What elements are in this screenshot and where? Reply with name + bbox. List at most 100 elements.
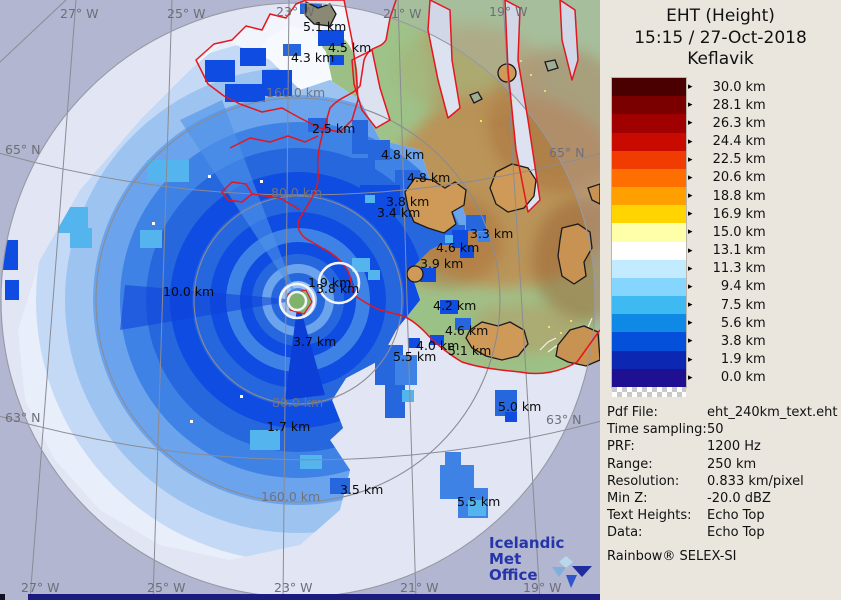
scale-unit: km [745,152,766,168]
color-scale-entry: ▸ 28.1 km [688,96,766,114]
color-scale-entry: ▸ 26.3 km [688,114,766,132]
scale-tick-arrow-icon: ▸ [688,100,693,111]
scale-tick-arrow-icon: ▸ [688,227,693,238]
scale-value: 16.9 [712,206,742,222]
scale-unit: km [745,188,766,204]
scale-value: 15.0 [712,224,742,240]
color-scale-block [612,350,686,369]
scale-value: 0.0 [720,370,742,386]
scale-value: 30.0 [712,79,742,95]
product-timestamp: 15:15 / 27-Oct-2018 [634,27,807,48]
out-of-range-dimmer [0,0,600,600]
color-scale-block [612,114,686,133]
metadata-table: Pdf File: eht_240km_text.eht Time sampling… [607,404,837,542]
radar-site-rings [278,261,361,320]
color-scale-transparent-checker [612,387,686,397]
scale-tick-arrow-icon: ▸ [688,281,693,292]
color-scale-entry: ▸ 18.8 km [688,187,766,205]
scale-tick-arrow-icon: ▸ [688,263,693,274]
color-scale-entry: ▸ 9.4 km [688,278,766,296]
color-scale-entry: ▸ 1.9 km [688,351,766,369]
metadata-row: Resolution: 0.833 km/pixel [607,473,837,490]
scale-unit: km [745,370,766,386]
iceland-landmass [297,0,600,374]
scale-value: 18.8 [712,188,742,204]
scale-tick-arrow-icon: ▸ [688,82,693,93]
echo-clusters [1,3,517,518]
metadata-row: PRF: 1200 Hz [607,438,837,455]
metadata-label: Data: [607,525,643,541]
bottom-border-corner [0,594,5,600]
color-scale-block [612,205,686,224]
scale-unit: km [745,224,766,240]
product-name: EHT (Height) [666,6,775,26]
metadata-label: Text Heights: [607,508,692,524]
scale-unit: km [745,115,766,131]
color-scale-entry: ▸ 11.3 km [688,260,766,278]
metadata-label: Range: [607,456,653,472]
metadata-value: 1200 Hz [707,439,761,455]
scale-value: 20.6 [712,170,742,186]
color-scale-entry: ▸ 0.0 km [688,369,766,387]
scale-unit: km [745,79,766,95]
scale-value: 24.4 [712,134,742,150]
color-scale-block [612,277,686,297]
color-scale-block [612,78,686,97]
color-scale-block [612,168,686,188]
scale-value: 11.3 [712,261,742,277]
scale-unit: km [745,297,766,313]
color-scale-block [612,150,686,169]
color-scale-entry: ▸ 15.0 km [688,223,766,241]
metadata-row: Text Heights: Echo Top [607,507,837,524]
coastline-outline [195,0,600,375]
scale-unit: km [745,243,766,259]
color-scale-entry: ▸ 3.8 km [688,332,766,350]
glacier-outlines [305,0,600,367]
color-scale-labels: ▸ 30.0 km ▸ 28.1 km ▸ 26.3 km ▸ 24.4 km ▸ 22.5 km ▸ 20.6… [688,78,766,387]
color-scale-entry: ▸ 16.9 km [688,205,766,223]
metadata-label: Min Z: [607,490,648,506]
metadata-value: -20.0 dBZ [707,490,771,506]
scale-unit: km [745,352,766,368]
metadata-label: PRF: [607,439,635,455]
scale-unit: km [745,97,766,113]
product-title-block: EHT (Height) 15:15 / 27-Oct-2018 Keflavi… [600,6,841,71]
bottom-border-strip [28,594,600,600]
color-scale-block [612,332,686,351]
metadata-row: Data: Echo Top [607,524,837,541]
metadata-label: Time sampling: [607,422,707,438]
scale-unit: km [745,170,766,186]
metadata-value: Echo Top [707,508,765,524]
software-brand-label: Rainbow® SELEX-SI [607,549,737,564]
color-scale-entry: ▸ 24.4 km [688,133,766,151]
scale-tick-arrow-icon: ▸ [688,118,693,129]
scale-value: 13.1 [712,243,742,259]
scale-unit: km [745,333,766,349]
metadata-row: Time sampling: 50 [607,421,837,438]
scale-value: 26.3 [712,115,742,131]
metadata-value: 250 km [707,456,757,472]
scale-value: 9.4 [720,279,742,295]
color-scale-entry: ▸ 30.0 km [688,78,766,96]
scale-tick-arrow-icon: ▸ [688,191,693,202]
color-scale-entry: ▸ 5.6 km [688,314,766,332]
color-scale-block [612,132,686,151]
scale-value: 1.9 [720,352,742,368]
color-scale-block [612,368,686,387]
color-scale-block [612,187,686,206]
radar-site-name: Keflavik [687,49,754,69]
scale-tick-arrow-icon: ▸ [688,336,693,347]
scale-unit: km [745,134,766,150]
color-scale-block [612,96,686,115]
metadata-value: Echo Top [707,525,765,541]
scale-tick-arrow-icon: ▸ [688,354,693,365]
color-scale-bar [611,77,687,388]
scale-unit: km [745,315,766,331]
metadata-value: eht_240km_text.eht [707,405,838,420]
info-panel: EHT (Height) 15:15 / 27-Oct-2018 Keflavi… [600,0,841,600]
color-scale-block [612,296,686,315]
scale-unit: km [745,261,766,277]
scale-value: 7.5 [720,297,742,313]
scale-tick-arrow-icon: ▸ [688,300,693,311]
